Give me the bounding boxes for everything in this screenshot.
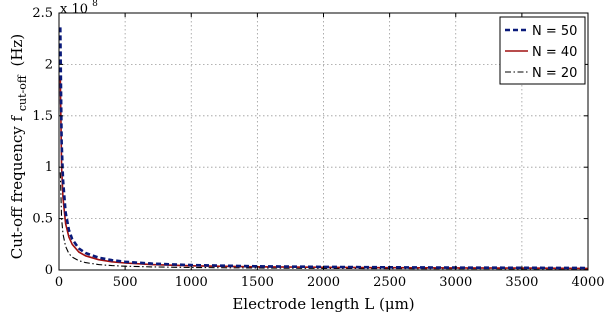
x-tick-label: 4000: [571, 275, 604, 290]
x-tick-label: 2000: [307, 275, 340, 290]
x-tick-label: 1500: [241, 275, 274, 290]
x-tick-label: 2500: [373, 275, 406, 290]
x-axis-title: Electrode length L (μm): [232, 295, 414, 313]
y-tick-label: 1: [45, 160, 53, 175]
x-tick-label: 500: [113, 275, 138, 290]
y-axis-title: Cut-off frequency f cut-off (Hz): [8, 34, 30, 259]
y-tick-label: 2.5: [32, 6, 53, 21]
y-axis-title-unit: (Hz): [8, 34, 26, 67]
y-tick-label: 2: [45, 57, 53, 72]
y-axis-title-sub: cut-off: [16, 74, 29, 111]
legend-label: N = 40: [532, 45, 577, 60]
tick-labels: 0 500 1000 1500 2000 2500 3000 3500 4000 0 0.5 1 1.5…: [32, 6, 604, 290]
y-axis-title-main: Cut-off frequency f: [8, 114, 26, 259]
y-multiplier: x 10 8: [60, 0, 98, 17]
legend-label: N = 20: [532, 66, 577, 81]
y-tick-label: 0.5: [32, 212, 53, 227]
x-tick-label: 1000: [175, 275, 208, 290]
grid: [59, 13, 588, 270]
y-tick-label: 0: [45, 263, 53, 278]
legend: N = 50 N = 40 N = 20: [499, 16, 586, 85]
x-tick-label: 3000: [439, 275, 472, 290]
legend-label: N = 50: [532, 24, 577, 39]
x-tick-label: 3500: [505, 275, 538, 290]
ticks: [58, 12, 589, 271]
y-multiplier-base: x 10: [60, 2, 88, 17]
x-tick-label: 0: [55, 275, 63, 290]
y-multiplier-exponent: 8: [92, 0, 98, 9]
y-tick-label: 1.5: [32, 109, 53, 124]
